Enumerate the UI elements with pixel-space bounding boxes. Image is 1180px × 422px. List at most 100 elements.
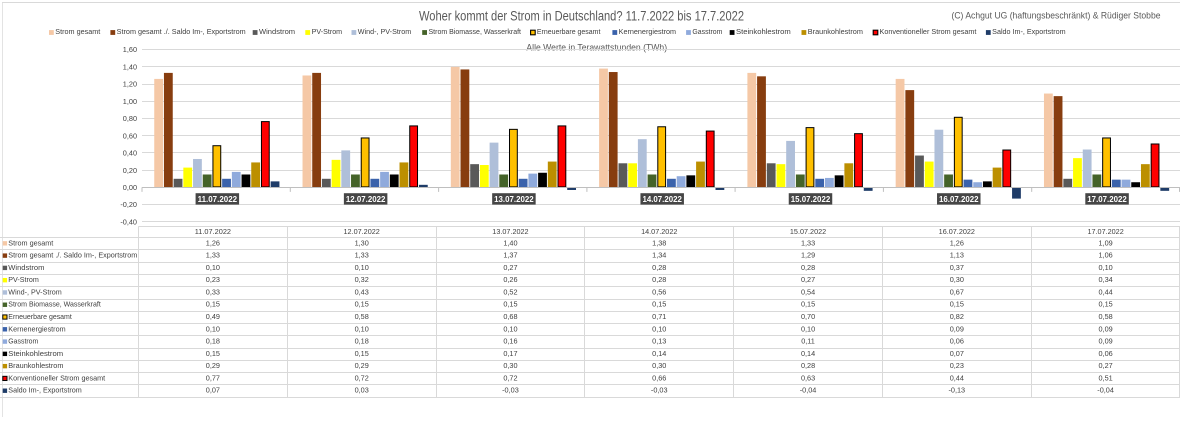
svg-text:0,15: 0,15: [206, 349, 220, 358]
svg-text:0,63: 0,63: [801, 373, 815, 382]
svg-text:0,60: 0,60: [123, 131, 137, 140]
svg-text:0,44: 0,44: [950, 373, 964, 382]
svg-text:0,28: 0,28: [801, 263, 815, 272]
svg-text:0,72: 0,72: [355, 373, 369, 382]
svg-text:11.07.2022: 11.07.2022: [195, 227, 231, 236]
svg-text:13.07.2022: 13.07.2022: [494, 195, 534, 204]
svg-text:0,10: 0,10: [652, 324, 666, 333]
svg-text:(C) Achgut UG (haftungsbeschrä: (C) Achgut UG (haftungsbeschränkt) & Rüd…: [952, 10, 1161, 20]
svg-text:0,70: 0,70: [801, 312, 815, 321]
svg-text:0,07: 0,07: [950, 349, 964, 358]
svg-text:Erneuerbare gesamt: Erneuerbare gesamt: [537, 29, 601, 36]
svg-text:0,56: 0,56: [652, 287, 666, 296]
svg-text:Braunkohlestrom: Braunkohlestrom: [8, 361, 63, 370]
svg-text:13.07.2022: 13.07.2022: [492, 227, 528, 236]
svg-text:1,33: 1,33: [801, 238, 815, 247]
svg-text:1,13: 1,13: [950, 251, 964, 260]
svg-text:0,15: 0,15: [1099, 300, 1113, 309]
svg-text:0,10: 0,10: [206, 263, 220, 272]
svg-text:0,72: 0,72: [503, 373, 517, 382]
svg-text:0,66: 0,66: [652, 373, 666, 382]
svg-text:Steinkohlestrom: Steinkohlestrom: [736, 29, 791, 36]
svg-text:0,15: 0,15: [950, 300, 964, 309]
svg-text:Konventioneller Strom gesamt: Konventioneller Strom gesamt: [8, 373, 105, 382]
svg-text:0,09: 0,09: [950, 324, 964, 333]
svg-text:0,15: 0,15: [355, 349, 369, 358]
svg-text:0,58: 0,58: [355, 312, 369, 321]
svg-text:0,28: 0,28: [801, 361, 815, 370]
svg-text:16.07.2022: 16.07.2022: [939, 227, 975, 236]
svg-text:-0,40: -0,40: [120, 217, 137, 226]
svg-text:Windstrom: Windstrom: [259, 29, 295, 36]
svg-text:0,29: 0,29: [206, 361, 220, 370]
svg-text:0,28: 0,28: [652, 275, 666, 284]
svg-text:Strom gesamt: Strom gesamt: [55, 29, 100, 36]
svg-text:0,07: 0,07: [206, 386, 220, 395]
svg-text:15.07.2022: 15.07.2022: [790, 227, 826, 236]
svg-text:0,10: 0,10: [355, 324, 369, 333]
svg-text:0,27: 0,27: [801, 275, 815, 284]
svg-text:Wind-, PV-Strom: Wind-, PV-Strom: [358, 29, 412, 36]
svg-text:0,15: 0,15: [503, 300, 517, 309]
svg-text:0,27: 0,27: [503, 263, 517, 272]
svg-text:Braunkohlestrom: Braunkohlestrom: [808, 29, 863, 36]
svg-text:16.07.2022: 16.07.2022: [939, 195, 979, 204]
svg-text:0,80: 0,80: [123, 114, 137, 123]
svg-text:Gasstrom: Gasstrom: [692, 29, 722, 36]
svg-text:0,58: 0,58: [1099, 312, 1113, 321]
svg-text:0,06: 0,06: [1099, 349, 1113, 358]
svg-text:0,32: 0,32: [355, 275, 369, 284]
svg-text:1,26: 1,26: [950, 238, 964, 247]
svg-text:0,51: 0,51: [1099, 373, 1113, 382]
svg-text:17.07.2022: 17.07.2022: [1087, 227, 1123, 236]
svg-text:0,11: 0,11: [801, 337, 815, 346]
svg-text:0,52: 0,52: [503, 287, 517, 296]
svg-text:0,03: 0,03: [355, 386, 369, 395]
svg-text:0,13: 0,13: [652, 337, 666, 346]
svg-text:1,33: 1,33: [355, 251, 369, 260]
svg-text:0,77: 0,77: [206, 373, 220, 382]
svg-text:1,00: 1,00: [123, 97, 137, 106]
svg-text:Steinkohlestrom: Steinkohlestrom: [8, 349, 63, 358]
svg-text:14.07.2022: 14.07.2022: [641, 227, 677, 236]
svg-text:PV-Strom: PV-Strom: [8, 275, 39, 284]
svg-text:0,30: 0,30: [652, 361, 666, 370]
svg-text:1,60: 1,60: [123, 45, 137, 54]
svg-text:0,10: 0,10: [503, 324, 517, 333]
svg-text:0,40: 0,40: [123, 149, 137, 158]
svg-text:Wind-, PV-Strom: Wind-, PV-Strom: [8, 287, 61, 296]
svg-text:Saldo Im-, Exportstrom: Saldo Im-, Exportstrom: [8, 386, 81, 395]
svg-text:0,14: 0,14: [652, 349, 666, 358]
svg-text:0,15: 0,15: [206, 300, 220, 309]
svg-text:0,28: 0,28: [652, 263, 666, 272]
svg-text:0,82: 0,82: [950, 312, 964, 321]
svg-text:0,15: 0,15: [652, 300, 666, 309]
svg-text:Woher kommt der Strom in Deuts: Woher kommt der Strom in Deutschland? 11…: [419, 9, 744, 25]
svg-text:1,06: 1,06: [1099, 251, 1113, 260]
svg-text:0,68: 0,68: [503, 312, 517, 321]
svg-text:0,37: 0,37: [950, 263, 964, 272]
svg-text:Strom Biomasse, Wasserkraft: Strom Biomasse, Wasserkraft: [8, 300, 101, 309]
svg-text:0,00: 0,00: [123, 183, 137, 192]
svg-text:0,30: 0,30: [950, 275, 964, 284]
svg-text:0,09: 0,09: [1099, 324, 1113, 333]
svg-text:1,26: 1,26: [206, 238, 220, 247]
svg-text:15.07.2022: 15.07.2022: [791, 195, 831, 204]
svg-text:Kernenergiestrom: Kernenergiestrom: [619, 29, 676, 36]
svg-text:0,30: 0,30: [503, 361, 517, 370]
svg-text:0,18: 0,18: [355, 337, 369, 346]
svg-text:12.07.2022: 12.07.2022: [344, 227, 380, 236]
svg-text:0,09: 0,09: [1099, 337, 1113, 346]
svg-text:0,10: 0,10: [801, 324, 815, 333]
svg-text:Strom Biomasse, Wasserkraft: Strom Biomasse, Wasserkraft: [429, 29, 522, 36]
svg-text:0,33: 0,33: [206, 287, 220, 296]
svg-text:1,29: 1,29: [801, 251, 815, 260]
svg-text:Kernenergiestrom: Kernenergiestrom: [8, 324, 65, 333]
svg-text:12.07.2022: 12.07.2022: [346, 195, 386, 204]
svg-text:0,15: 0,15: [801, 300, 815, 309]
svg-text:1,34: 1,34: [652, 251, 666, 260]
svg-text:-0,03: -0,03: [502, 386, 519, 395]
svg-text:0,71: 0,71: [652, 312, 666, 321]
svg-text:0,23: 0,23: [950, 361, 964, 370]
svg-text:17.07.2022: 17.07.2022: [1087, 195, 1127, 204]
